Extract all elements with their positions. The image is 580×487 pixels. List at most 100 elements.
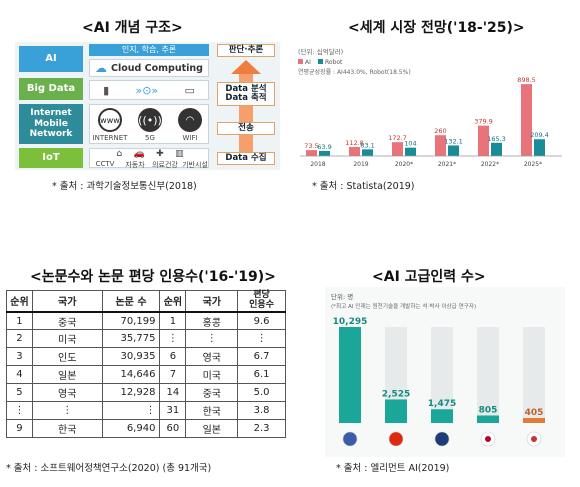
phone-icon: ▮ bbox=[103, 83, 110, 97]
cloud-label: Cloud Computing bbox=[111, 62, 203, 74]
legend-ai-swatch bbox=[298, 59, 303, 64]
table-cell: 3.8 bbox=[237, 401, 286, 421]
iot-car: 자동차 bbox=[125, 161, 145, 169]
x-tick-label: 2020* bbox=[395, 161, 413, 168]
bar-ai-2022* bbox=[478, 125, 489, 156]
iot-health: 의료건강 bbox=[152, 161, 178, 169]
table-cell: 31 bbox=[159, 401, 187, 421]
bar-track bbox=[385, 327, 407, 423]
bar-value-label: 10,295 bbox=[333, 317, 368, 327]
bar-track bbox=[477, 327, 499, 423]
bar-value-label: 132.1 bbox=[444, 137, 463, 145]
table-cell: 60 bbox=[159, 419, 187, 439]
table-cell: 3 bbox=[6, 347, 33, 367]
iot-infra: 기반시설 bbox=[182, 161, 208, 169]
bar-value-label: 805 bbox=[479, 405, 498, 415]
bar-value-label: 1,475 bbox=[428, 399, 456, 409]
table-cell: 한국 bbox=[31, 419, 103, 439]
up-arrow bbox=[231, 60, 261, 74]
bar-value-label: 260 bbox=[434, 127, 446, 135]
table-cell: 6 bbox=[159, 347, 187, 367]
table-cell: 한국 bbox=[185, 401, 239, 421]
x-tick-label: 2019 bbox=[353, 161, 368, 168]
table-cell: ⋮ bbox=[159, 329, 187, 349]
th-citations: 편당 인용수 bbox=[237, 289, 286, 313]
table-cell: 미국 bbox=[185, 365, 239, 385]
bar-value-label: 165.3 bbox=[487, 135, 506, 143]
legend-ai-label: AI bbox=[305, 59, 311, 66]
bar-3 bbox=[477, 415, 499, 423]
table-cell: ⋮ bbox=[185, 329, 239, 349]
table-cell: 중국 bbox=[185, 383, 239, 403]
table-cell: 2.3 bbox=[237, 419, 286, 439]
side-bigdata: Big Data bbox=[19, 78, 83, 100]
x-tick-label: 2025* bbox=[524, 161, 542, 168]
table-cell: 인도 bbox=[31, 347, 103, 367]
internet-label: INTERNET bbox=[92, 134, 128, 142]
bar-robot-2019 bbox=[362, 149, 373, 156]
bar-value-label: 83.1 bbox=[360, 141, 374, 149]
bar-value-label: 104 bbox=[404, 140, 416, 148]
bar-value-label: 63.9 bbox=[317, 143, 331, 151]
th-country-a: 국가 bbox=[31, 289, 103, 313]
table-cell: 영국 bbox=[185, 347, 239, 367]
flag-icon bbox=[342, 431, 358, 447]
table-row: 4 일본 14,646 7 미국 6.1 bbox=[6, 365, 286, 385]
internet-icon: www bbox=[98, 108, 122, 132]
p2-title: <세계 시장 전망('18-'25)> bbox=[348, 20, 525, 36]
legend-robot-label: Robot bbox=[325, 59, 343, 66]
x-tick-label: 2022* bbox=[481, 161, 499, 168]
x-tick-label: 2021* bbox=[438, 161, 456, 168]
cloud-box: ☁ Cloud Computing bbox=[89, 59, 209, 77]
p2-unit: (단위: 십억달러) bbox=[298, 47, 343, 56]
bar-robot-2022* bbox=[491, 142, 502, 156]
p4-title: <AI 고급인력 수> bbox=[372, 269, 486, 285]
bar-1 bbox=[385, 399, 407, 423]
th-rank-b: 순위 bbox=[159, 289, 187, 313]
table-cell: ⋮ bbox=[31, 401, 103, 421]
right-analysis: Data 분석 Data 축적 bbox=[217, 82, 275, 106]
bar-value-label: 209.4 bbox=[530, 131, 549, 139]
bar-value-label: 898.5 bbox=[517, 76, 536, 84]
cloud-icon: ☁ bbox=[95, 61, 108, 75]
table-cell: 12,928 bbox=[101, 383, 161, 403]
bar-4 bbox=[523, 418, 545, 423]
5g-label: 5G bbox=[145, 134, 155, 142]
bar-track bbox=[523, 327, 545, 423]
table-cell: ⋮ bbox=[101, 401, 161, 421]
bar-value-label: 172.7 bbox=[388, 134, 407, 142]
p4-note: (*최고 AI 인재는 원천기술을 개발하는 석·박사 이상급 연구자) bbox=[331, 302, 476, 310]
wifi-label: WIFI bbox=[182, 134, 198, 142]
monitor-icon: ▭ bbox=[184, 83, 195, 97]
network-box: www ((•)) ◠ INTERNET 5G WIFI bbox=[89, 104, 209, 144]
right-transmit: 전송 bbox=[217, 122, 275, 135]
table-cell: 1 bbox=[6, 311, 33, 331]
table-body: 1 중국 70,199 1 홍콩 9.6 2 미국 35,775 ⋮ ⋮ ⋮ 3 인도 30,935 6 영국 6… bbox=[6, 311, 286, 439]
table-cell: 홍콩 bbox=[185, 311, 239, 331]
table-cell: 35,775 bbox=[101, 329, 161, 349]
table-cell: 4 bbox=[6, 365, 33, 385]
bar-ai-2018 bbox=[306, 150, 317, 156]
market-chart: (단위: 십억달러) AI Robot 연평균성장률 : AI443.0%, R… bbox=[298, 47, 562, 168]
th-rank-a: 순위 bbox=[6, 289, 33, 313]
flag-mark-icon bbox=[531, 436, 537, 442]
flag-row: 미국중국영국일본한국 bbox=[342, 431, 542, 447]
legend-robot-swatch bbox=[318, 59, 323, 64]
table-cell: 6.7 bbox=[237, 347, 286, 367]
flag-icon bbox=[434, 431, 450, 447]
table-cell: ⋮ bbox=[6, 401, 33, 421]
p4-unit: 단위: 명 bbox=[331, 292, 353, 301]
table-cell: 일본 bbox=[185, 419, 239, 439]
table-cell: 14,646 bbox=[101, 365, 161, 385]
table-cell: 일본 bbox=[31, 365, 103, 385]
right-judge: 판단·추론 bbox=[217, 44, 275, 57]
bar-value-label: 379.9 bbox=[474, 118, 493, 126]
devices-box: ▮ »⊙» ▭ bbox=[89, 80, 209, 100]
iot-cctv: CCTV bbox=[95, 160, 115, 168]
right-collect: Data 수집 bbox=[217, 152, 275, 165]
table-row: 1 중국 70,199 1 홍콩 9.6 bbox=[6, 311, 286, 331]
bar-value-label: 405 bbox=[525, 408, 544, 418]
th-citations-text: 편당 인용수 bbox=[249, 290, 274, 310]
p2-cagr: 연평균성장률 : AI443.0%, Robot(18.5%) bbox=[298, 68, 411, 76]
table-cell: 1 bbox=[159, 311, 187, 331]
